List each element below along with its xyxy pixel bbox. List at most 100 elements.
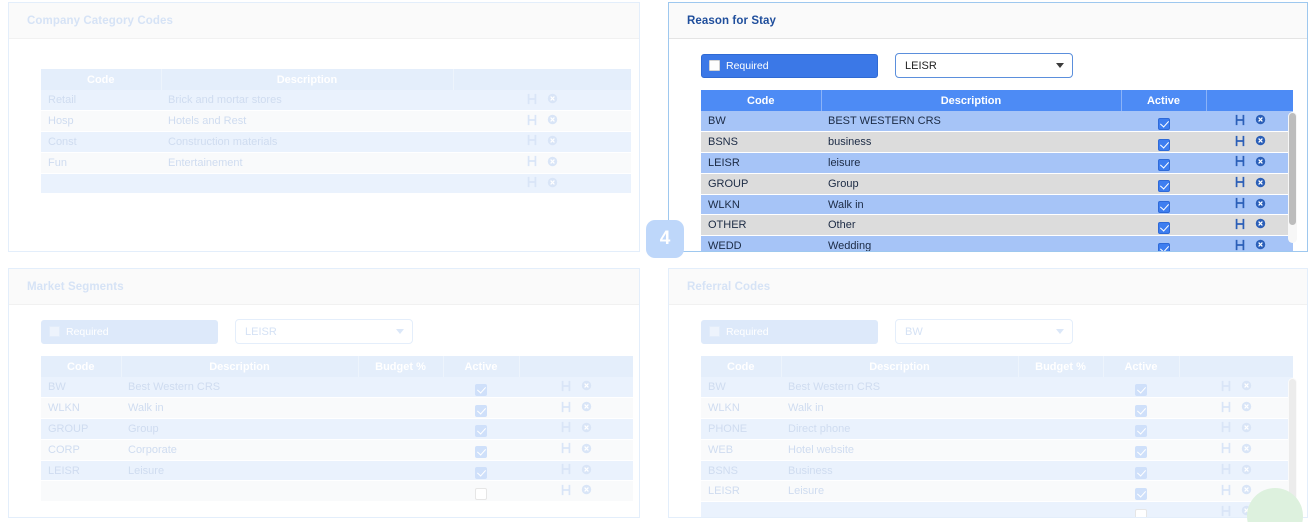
save-icon[interactable]: [1220, 484, 1232, 496]
cell-description[interactable]: Walk in: [781, 397, 1018, 420]
cell-description[interactable]: Brick and mortar stores: [161, 90, 453, 112]
cell-description[interactable]: Direct phone: [781, 418, 1018, 440]
cell-budget[interactable]: [358, 377, 443, 399]
column-header-code[interactable]: Code: [41, 356, 122, 377]
table-row[interactable]: [701, 501, 1293, 517]
required-checkbox[interactable]: [709, 326, 720, 337]
active-checkbox[interactable]: [1135, 404, 1147, 417]
cell-description[interactable]: Best Western CRS: [121, 377, 358, 399]
cell-description[interactable]: [121, 480, 358, 503]
cancel-icon[interactable]: [581, 422, 592, 433]
cell-code[interactable]: [41, 480, 121, 503]
cell-code[interactable]: [701, 501, 781, 517]
cell-description[interactable]: Business: [781, 460, 1018, 482]
column-header-budget[interactable]: Budget %: [358, 356, 444, 377]
table-row[interactable]: GROUP Group: [701, 173, 1293, 195]
cell-description[interactable]: Corporate: [121, 439, 358, 461]
cell-code[interactable]: BW: [701, 377, 781, 399]
required-toggle-button[interactable]: Required: [701, 53, 878, 78]
cell-code[interactable]: Retail: [41, 90, 161, 112]
cell-code[interactable]: LEISR: [701, 480, 781, 503]
cancel-icon[interactable]: [581, 484, 592, 495]
cell-budget[interactable]: [1018, 377, 1103, 399]
active-checkbox[interactable]: [475, 404, 487, 417]
cell-code[interactable]: LEISR: [41, 460, 121, 482]
cell-description[interactable]: Walk in: [821, 194, 1121, 216]
cell-budget[interactable]: [358, 480, 443, 503]
cell-code[interactable]: WEB: [701, 439, 781, 461]
active-checkbox[interactable]: [1135, 487, 1147, 500]
required-checkbox[interactable]: [49, 326, 60, 337]
cell-code[interactable]: OTHER: [701, 214, 821, 237]
cancel-icon[interactable]: [1255, 239, 1266, 250]
table-row[interactable]: CORP Corporate: [41, 439, 633, 461]
cell-description[interactable]: Wedding: [821, 235, 1121, 251]
required-checkbox[interactable]: [709, 60, 720, 71]
cancel-icon[interactable]: [581, 380, 592, 391]
cell-description[interactable]: Best Western CRS: [781, 377, 1018, 399]
cell-code[interactable]: LEISR: [701, 152, 821, 174]
save-icon[interactable]: [1220, 380, 1232, 392]
table-row[interactable]: WLKN Walk in: [41, 397, 633, 420]
cell-code[interactable]: CORP: [41, 439, 121, 461]
save-icon[interactable]: [1234, 114, 1246, 126]
column-header-description[interactable]: Description: [161, 69, 454, 90]
table-row[interactable]: WLKN Walk in: [701, 397, 1293, 420]
save-icon[interactable]: [1234, 218, 1246, 230]
cell-code[interactable]: GROUP: [41, 418, 121, 440]
table-row[interactable]: Hosp Hotels and Rest: [41, 110, 631, 133]
cell-description[interactable]: Other: [821, 214, 1121, 237]
table-scrollbar-thumb[interactable]: [1289, 113, 1296, 225]
table-row[interactable]: Retail Brick and mortar stores: [41, 90, 631, 112]
cell-budget[interactable]: [1018, 501, 1103, 517]
save-icon[interactable]: [1220, 421, 1232, 433]
table-row[interactable]: GROUP Group: [41, 418, 633, 440]
cell-budget[interactable]: [1018, 460, 1103, 482]
active-checkbox[interactable]: [1135, 383, 1147, 396]
cancel-icon[interactable]: [1241, 401, 1252, 412]
cancel-icon[interactable]: [1255, 177, 1266, 188]
cancel-icon[interactable]: [1255, 135, 1266, 146]
active-checkbox[interactable]: [1157, 221, 1170, 234]
table-row[interactable]: BW BEST WESTERN CRS: [701, 111, 1293, 133]
cancel-icon[interactable]: [1255, 114, 1266, 125]
cancel-icon[interactable]: [581, 464, 592, 475]
table-row[interactable]: LEISR Leisure: [41, 460, 633, 482]
code-select[interactable]: LEISR: [235, 319, 413, 344]
cell-description[interactable]: [781, 501, 1018, 517]
cell-code[interactable]: GROUP: [701, 173, 821, 195]
cancel-icon[interactable]: [547, 177, 558, 188]
required-toggle-button[interactable]: Required: [701, 319, 878, 344]
save-icon[interactable]: [526, 155, 538, 167]
cancel-icon[interactable]: [547, 156, 558, 167]
cell-budget[interactable]: [358, 460, 443, 482]
column-header-code[interactable]: Code: [41, 69, 162, 90]
cell-description[interactable]: Entertainement: [161, 152, 453, 174]
cell-budget[interactable]: [358, 397, 443, 420]
save-icon[interactable]: [526, 134, 538, 146]
cell-description[interactable]: Hotel website: [781, 439, 1018, 461]
active-checkbox[interactable]: [1157, 117, 1170, 130]
column-header-description[interactable]: Description: [781, 356, 1019, 377]
cell-code[interactable]: Const: [41, 131, 161, 153]
cell-budget[interactable]: [358, 418, 443, 440]
cancel-icon[interactable]: [547, 114, 558, 125]
cancel-icon[interactable]: [1241, 443, 1252, 454]
table-scrollbar[interactable]: [1288, 112, 1297, 243]
cell-code[interactable]: BW: [701, 111, 821, 133]
save-icon[interactable]: [1234, 239, 1246, 251]
code-select[interactable]: LEISR: [895, 53, 1073, 78]
active-checkbox[interactable]: [1157, 201, 1170, 214]
save-icon[interactable]: [560, 463, 572, 475]
active-checkbox[interactable]: [1135, 467, 1147, 480]
column-header-budget[interactable]: Budget %: [1018, 356, 1104, 377]
cell-description[interactable]: Group: [121, 418, 358, 440]
cancel-icon[interactable]: [1241, 422, 1252, 433]
required-toggle-button[interactable]: Required: [41, 319, 218, 344]
save-icon[interactable]: [560, 421, 572, 433]
cancel-icon[interactable]: [581, 401, 592, 412]
cell-code[interactable]: WLKN: [701, 194, 821, 216]
save-icon[interactable]: [560, 442, 572, 454]
cancel-icon[interactable]: [1255, 198, 1266, 209]
cell-code[interactable]: PHONE: [701, 418, 781, 440]
